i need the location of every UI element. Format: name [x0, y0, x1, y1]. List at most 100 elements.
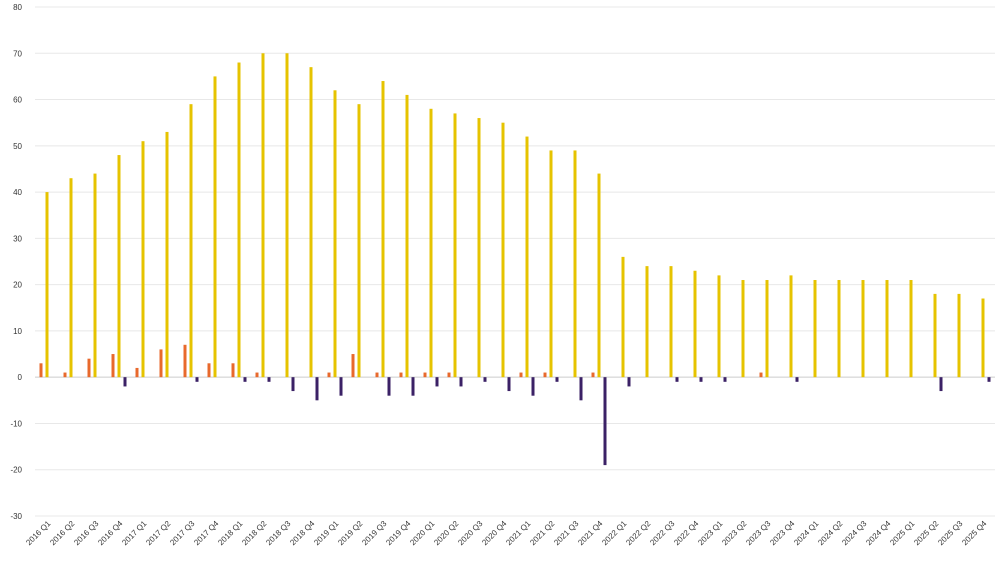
bar: [693, 270, 697, 378]
x-tick-label: 2021 Q1: [504, 519, 532, 547]
bar: [291, 377, 295, 392]
bar: [885, 280, 889, 378]
x-tick-label: 2017 Q1: [120, 519, 148, 547]
x-tick-label: 2021 Q2: [528, 519, 556, 547]
x-tick-label: 2023 Q2: [720, 519, 748, 547]
bar: [207, 363, 211, 378]
grid-lines: [35, 6, 995, 517]
y-tick-label: 80: [13, 3, 22, 12]
x-tick-label: 2019 Q4: [384, 519, 412, 547]
bar: [375, 372, 379, 378]
bar: [675, 377, 679, 382]
bar: [267, 377, 271, 382]
x-tick-label: 2020 Q3: [456, 519, 484, 547]
x-tick-label: 2016 Q2: [48, 519, 76, 547]
bar: [789, 275, 793, 378]
y-tick-label: 20: [13, 281, 22, 290]
bar: [387, 377, 391, 396]
y-tick-label: -10: [10, 419, 22, 428]
bar: [399, 372, 403, 378]
bar: [507, 377, 511, 392]
bar: [159, 349, 163, 378]
bar: [351, 354, 355, 378]
bar: [933, 293, 937, 378]
x-tick-label: 2025 Q2: [912, 519, 940, 547]
x-tick-label: 2017 Q2: [144, 519, 172, 547]
y-tick-label: 0: [18, 373, 23, 382]
x-tick-label: 2019 Q2: [336, 519, 364, 547]
bar: [195, 377, 199, 382]
bar: [357, 104, 361, 378]
bar: [837, 280, 841, 378]
x-tick-label: 2020 Q1: [408, 519, 436, 547]
x-tick-label: 2024 Q2: [816, 519, 844, 547]
bar: [243, 377, 247, 382]
y-tick-label: 50: [13, 142, 22, 151]
y-axis: -30 -20 -10 0 10 20 30 40 50 60 70 80: [10, 3, 22, 521]
bar: [555, 377, 559, 382]
bar: [987, 377, 991, 382]
bar: [531, 377, 535, 396]
bar: [597, 173, 601, 378]
bar: [165, 131, 169, 378]
bar: [909, 280, 913, 378]
bar: [381, 81, 385, 378]
bar: [699, 377, 703, 382]
bar: [477, 118, 481, 378]
x-tick-label: 2021 Q4: [576, 519, 604, 547]
bar: [423, 372, 427, 378]
bar: [981, 298, 985, 378]
bar: [483, 377, 487, 382]
bar: [429, 108, 433, 378]
x-tick-label: 2023 Q4: [768, 519, 796, 547]
bar: [39, 363, 43, 378]
bar: [813, 280, 817, 378]
x-tick-label: 2016 Q1: [24, 519, 52, 547]
x-tick-label: 2025 Q1: [888, 519, 916, 547]
y-tick-label: 10: [13, 327, 22, 336]
bar: [189, 104, 193, 378]
y-tick-label: 30: [13, 234, 22, 243]
y-tick-label: -20: [10, 466, 22, 475]
x-tick-label: 2022 Q2: [624, 519, 652, 547]
y-tick-label: 70: [13, 49, 22, 58]
bar: [327, 372, 331, 378]
bar: [573, 150, 577, 378]
x-tick-label: 2023 Q1: [696, 519, 724, 547]
bar: [525, 136, 529, 378]
bar: [261, 53, 265, 378]
bar: [63, 372, 67, 378]
bar: [543, 372, 547, 378]
bar: [603, 377, 607, 466]
x-tick-label: 2024 Q1: [792, 519, 820, 547]
bar: [717, 275, 721, 378]
bar: [141, 141, 145, 378]
x-tick-label: 2024 Q4: [864, 519, 892, 547]
x-tick-label: 2023 Q3: [744, 519, 772, 547]
x-tick-label: 2018 Q1: [216, 519, 244, 547]
bar: [765, 280, 769, 378]
bar: [339, 377, 343, 396]
bar: [939, 377, 943, 392]
x-tick-label: 2017 Q4: [192, 519, 220, 547]
bar: [669, 266, 673, 378]
x-tick-label: 2021 Q3: [552, 519, 580, 547]
x-tick-label: 2016 Q3: [72, 519, 100, 547]
bar: [861, 280, 865, 378]
bar: [795, 377, 799, 382]
bar: [315, 377, 319, 401]
x-tick-label: 2017 Q3: [168, 519, 196, 547]
bar: [213, 76, 217, 378]
x-tick-label: 2018 Q4: [288, 519, 316, 547]
bar: [579, 377, 583, 401]
bar: [435, 377, 439, 387]
x-tick-label: 2024 Q3: [840, 519, 868, 547]
x-tick-label: 2018 Q2: [240, 519, 268, 547]
bar: [237, 62, 241, 378]
bar: [759, 372, 763, 378]
y-tick-label: 40: [13, 188, 22, 197]
bar: [447, 372, 451, 378]
x-tick-label: 2022 Q4: [672, 519, 700, 547]
